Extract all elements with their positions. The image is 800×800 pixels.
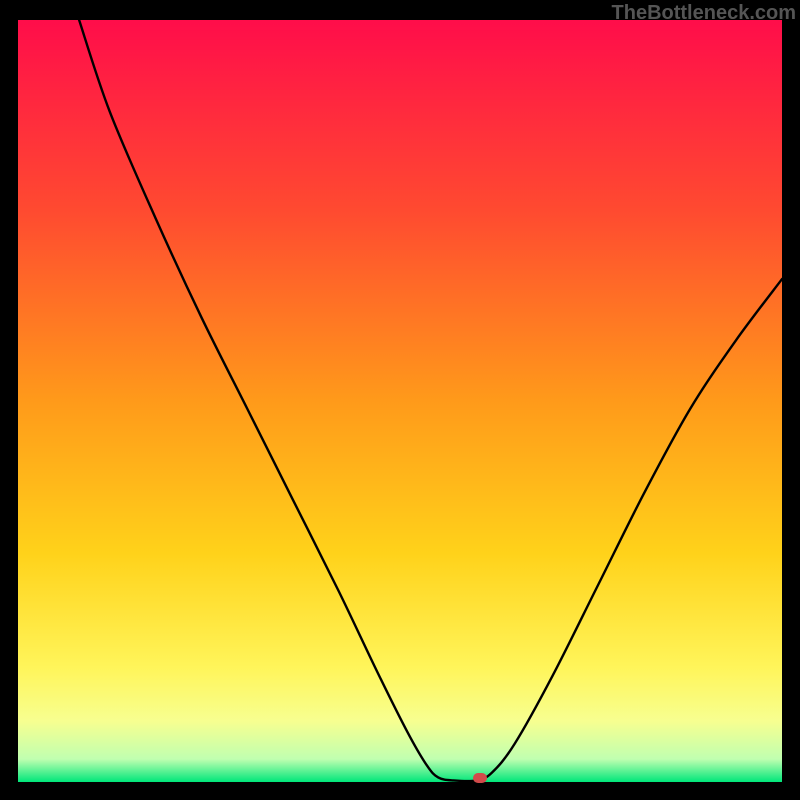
curve-path bbox=[79, 20, 782, 781]
optimum-marker bbox=[473, 773, 487, 783]
plot-area bbox=[18, 20, 782, 782]
watermark-label: TheBottleneck.com bbox=[612, 2, 796, 25]
chart-frame: TheBottleneck.com bbox=[0, 0, 800, 800]
bottleneck-curve bbox=[18, 20, 782, 782]
